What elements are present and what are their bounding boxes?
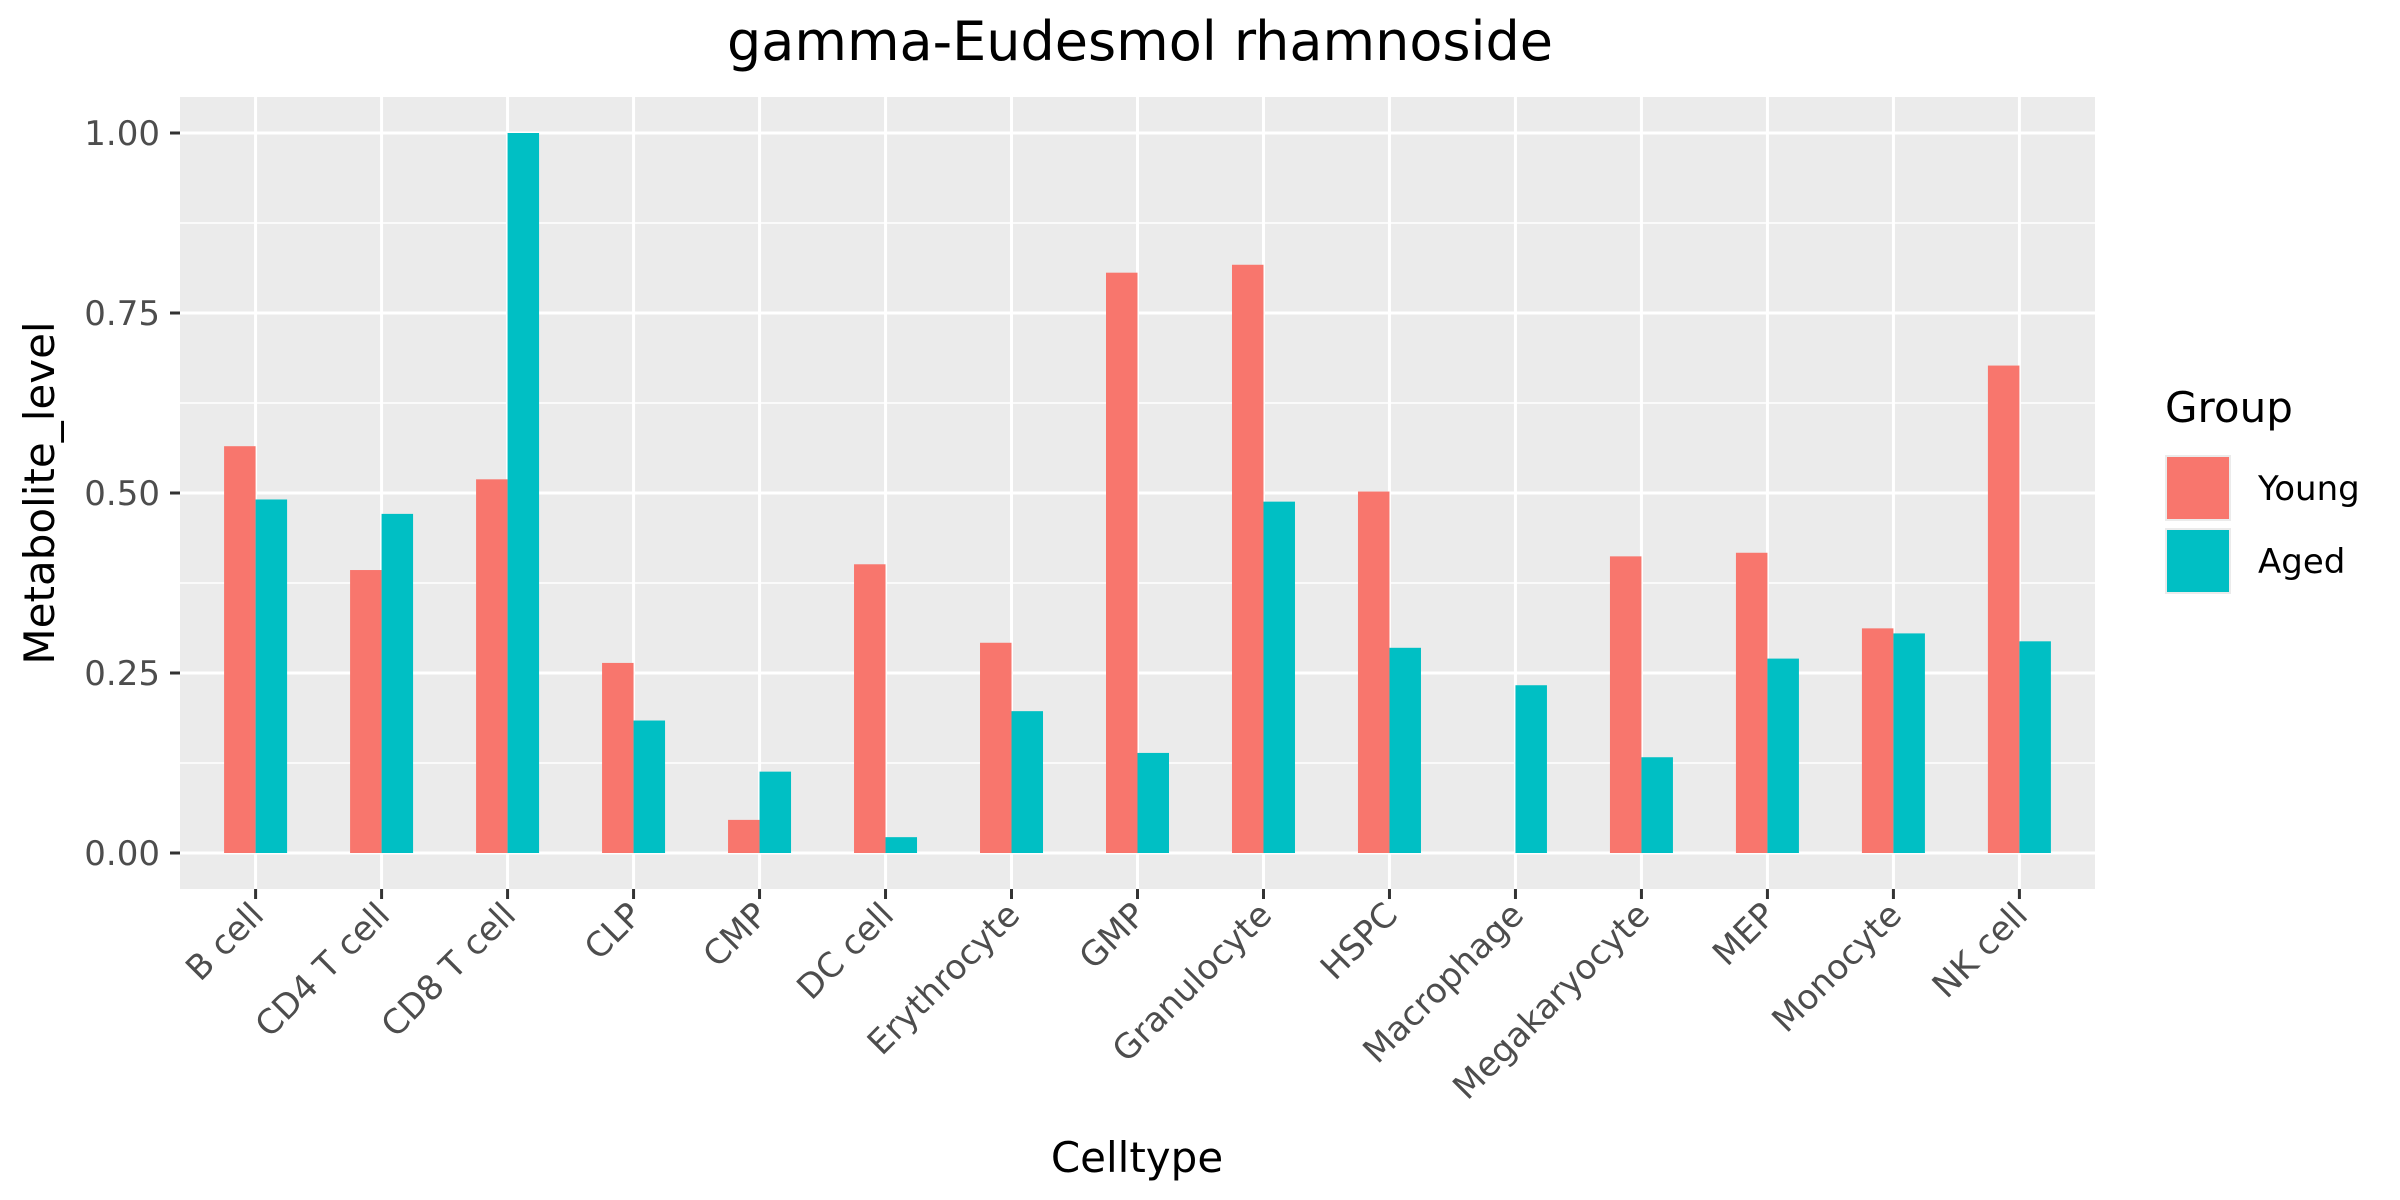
bar-young-cd4-t-cell xyxy=(350,570,382,853)
bar-aged-megakaryocyte xyxy=(1641,757,1673,853)
x-tick-label: GMP xyxy=(1072,895,1154,977)
x-tick-label: CLP xyxy=(577,895,650,968)
y-axis-title: Metabolite_level xyxy=(15,321,64,664)
bar-young-gmp xyxy=(1106,272,1138,853)
bar-aged-hspc xyxy=(1389,647,1421,853)
bar-aged-b-cell xyxy=(255,499,288,853)
x-tick-label: CMP xyxy=(696,895,776,975)
y-tick-label: 1.00 xyxy=(84,114,160,154)
bar-aged-clp xyxy=(633,720,666,853)
bar-young-cmp xyxy=(728,819,760,853)
y-tick-label: 0.25 xyxy=(84,654,160,694)
y-tick-label: 0.00 xyxy=(84,834,160,874)
bar-young-mep xyxy=(1735,552,1768,853)
x-tick-label: DC cell xyxy=(789,895,902,1008)
legend-title: Group xyxy=(2165,383,2293,432)
x-tick-label: NK cell xyxy=(1925,895,2036,1006)
bar-young-monocyte xyxy=(1861,628,1894,853)
bar-young-granulocyte xyxy=(1231,264,1264,853)
bar-aged-monocyte xyxy=(1893,633,1925,853)
x-tick-label: B cell xyxy=(178,895,272,989)
legend: Group Young Aged xyxy=(2165,383,2360,594)
x-tick-label: MEP xyxy=(1705,895,1784,974)
x-tick-label: Monocyte xyxy=(1764,895,1909,1040)
bar-aged-cmp xyxy=(759,771,792,853)
x-tick-label: CD8 T cell xyxy=(374,895,524,1045)
bar-aged-nk-cell xyxy=(2019,641,2051,853)
bar-young-b-cell xyxy=(224,446,256,853)
bar-aged-granulocyte xyxy=(1263,501,1295,853)
legend-swatch-young xyxy=(2167,457,2229,519)
y-tick-label: 0.50 xyxy=(84,474,160,514)
bar-aged-erythrocyte xyxy=(1011,711,1044,853)
bar-young-cd8-t-cell xyxy=(476,479,508,853)
bar-young-nk-cell xyxy=(1987,365,2020,853)
bar-young-megakaryocyte xyxy=(1609,556,1642,853)
x-tick-label: CD4 T cell xyxy=(248,895,398,1045)
legend-swatch-aged xyxy=(2167,530,2229,592)
chart-title: gamma-Eudesmol rhamnoside xyxy=(727,10,1553,73)
bar-aged-macrophage xyxy=(1515,685,1547,853)
bar-aged-mep xyxy=(1767,658,1799,853)
bar-young-dc-cell xyxy=(854,564,886,853)
bar-aged-cd8-t-cell xyxy=(507,133,540,853)
legend-label-aged: Aged xyxy=(2258,542,2345,582)
x-tick-label: HSPC xyxy=(1313,895,1406,988)
bars-layer xyxy=(224,133,2051,853)
y-tick-label: 0.75 xyxy=(84,294,160,334)
bar-aged-dc-cell xyxy=(885,837,918,853)
bar-young-hspc xyxy=(1357,491,1390,853)
bar-aged-cd4-t-cell xyxy=(381,513,414,853)
y-axis: 0.00 0.25 0.50 0.75 1.00 xyxy=(84,114,180,874)
bar-aged-gmp xyxy=(1137,752,1169,853)
bar-young-erythrocyte xyxy=(980,642,1012,853)
bar-young-clp xyxy=(602,662,634,853)
legend-label-young: Young xyxy=(2257,469,2360,509)
x-axis-title: Celltype xyxy=(1051,1133,1223,1182)
